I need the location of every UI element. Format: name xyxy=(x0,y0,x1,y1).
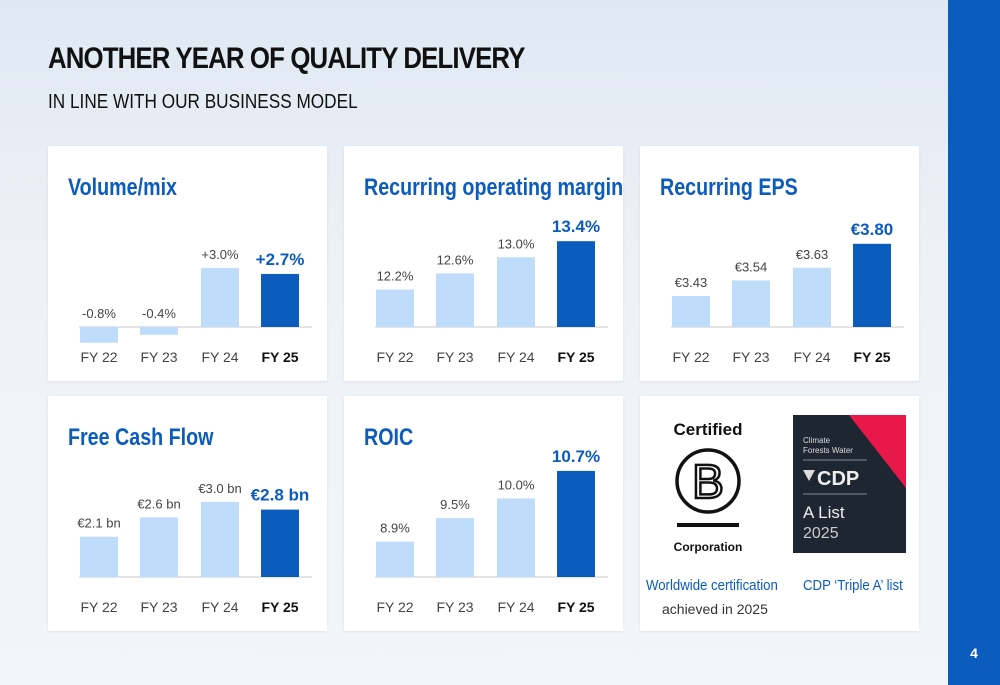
cdp-badge: Climate Forests Water CDP A List 2025 xyxy=(793,415,906,553)
cdp-brand: CDP xyxy=(817,468,859,490)
bar-fy24 xyxy=(497,498,535,577)
bar-fy25 xyxy=(557,241,595,327)
chart-card-volume-mix: Volume/mix -0.8% FY 22 -0.4% FY 23 +3.0% FY 24… xyxy=(48,146,327,381)
x-tick-label: FY 24 xyxy=(793,349,830,365)
chart-svg: 8.9% FY 22 9.5% FY 23 10.0% FY 24 10.7% FY 25 xyxy=(375,447,608,615)
data-label: €2.8 bn xyxy=(251,486,310,505)
x-tick-label: FY 22 xyxy=(80,349,117,365)
x-tick-label: FY 24 xyxy=(201,349,238,365)
bar-fy22 xyxy=(376,289,414,327)
x-tick-label: FY 25 xyxy=(261,599,298,615)
x-tick-label: FY 23 xyxy=(140,349,177,365)
bar-fy23 xyxy=(140,517,178,577)
chart-title: Volume/mix xyxy=(68,174,178,201)
data-label: 8.9% xyxy=(380,521,410,536)
x-tick-label: FY 22 xyxy=(672,349,709,365)
data-label: 10.7% xyxy=(552,447,600,466)
bcorp-b-letter: B xyxy=(692,456,724,509)
chart-card-roic: ROIC 8.9% FY 22 9.5% FY 23 10.0% FY 24 10.7% FY … xyxy=(344,396,623,631)
data-label: 13.4% xyxy=(552,217,600,236)
x-tick-label: FY 24 xyxy=(497,599,534,615)
bcorp-logo: Certified B Corporation xyxy=(674,420,743,554)
x-tick-label: FY 25 xyxy=(853,349,890,365)
x-tick-label: FY 24 xyxy=(497,349,534,365)
data-label: 9.5% xyxy=(440,497,470,512)
bar-fy25 xyxy=(261,273,299,327)
chart-card-eps: Recurring EPS €3.43 FY 22 €3.54 FY 23 €3.63 FY… xyxy=(640,146,919,381)
cdp-line1: Climate xyxy=(803,436,831,445)
bar-fy24 xyxy=(497,257,535,327)
bcorp-subcaption: achieved in 2025 xyxy=(662,601,768,617)
page-number: 4 xyxy=(970,645,978,661)
chart-title: Recurring EPS xyxy=(660,174,798,201)
data-label: €3.0 bn xyxy=(198,481,241,496)
bcorp-certified-text: Certified xyxy=(674,420,743,439)
bcorp-corporation-text: Corporation xyxy=(674,540,743,554)
page-subtitle: IN LINE WITH OUR BUSINESS MODEL xyxy=(48,91,358,113)
bar-fy24 xyxy=(201,501,239,577)
data-label: 10.0% xyxy=(498,477,535,492)
x-tick-label: FY 25 xyxy=(557,599,594,615)
bar-fy22 xyxy=(672,295,710,327)
x-tick-label: FY 22 xyxy=(376,349,413,365)
data-label: €3.63 xyxy=(796,247,829,262)
data-label: €3.80 xyxy=(851,220,894,239)
cdp-line2: Forests Water xyxy=(803,446,853,455)
bar-fy23 xyxy=(436,273,474,327)
chart-title: ROIC xyxy=(364,424,414,451)
x-tick-label: FY 24 xyxy=(201,599,238,615)
data-label: +2.7% xyxy=(256,250,305,269)
data-label: €2.6 bn xyxy=(137,496,180,511)
data-label: 13.0% xyxy=(498,236,535,251)
chart-svg: 12.2% FY 22 12.6% FY 23 13.0% FY 24 13.4% FY 25 xyxy=(375,217,608,365)
cdp-leaf-icon xyxy=(803,470,815,481)
data-label: -0.8% xyxy=(82,306,116,321)
bar-fy23 xyxy=(732,280,770,327)
chart-svg: €3.43 FY 22 €3.54 FY 23 €3.63 FY 24 €3.80 FY 25 xyxy=(671,220,904,365)
data-label: €3.54 xyxy=(735,259,768,274)
chart-card-operating-margin: Recurring operating margin 12.2% FY 22 12.6… xyxy=(344,146,623,381)
x-tick-label: FY 23 xyxy=(436,349,473,365)
x-tick-label: FY 25 xyxy=(557,349,594,365)
page-title: ANOTHER YEAR OF QUALITY DELIVERY xyxy=(48,42,525,75)
bar-fy22 xyxy=(376,541,414,577)
data-label: -0.4% xyxy=(142,306,176,321)
chart-card-free-cash-flow: Free Cash Flow €2.1 bn FY 22 €2.6 bn FY 23 €3… xyxy=(48,396,327,631)
bar-fy23 xyxy=(140,327,178,335)
data-label: €2.1 bn xyxy=(77,516,120,531)
bar-fy25 xyxy=(261,509,299,577)
bar-fy23 xyxy=(436,518,474,577)
x-tick-label: FY 25 xyxy=(261,349,298,365)
bar-fy22 xyxy=(80,536,118,577)
x-tick-label: FY 23 xyxy=(732,349,769,365)
x-tick-label: FY 23 xyxy=(140,599,177,615)
chart-title: Free Cash Flow xyxy=(68,424,214,451)
cdp-year: 2025 xyxy=(803,525,839,542)
data-label: 12.2% xyxy=(377,269,414,284)
x-tick-label: FY 22 xyxy=(376,599,413,615)
bcorp-caption: Worldwide certification xyxy=(646,577,778,594)
bar-fy24 xyxy=(793,267,831,327)
cdp-caption: CDP ‘Triple A’ list xyxy=(803,577,903,594)
chart-svg: -0.8% FY 22 -0.4% FY 23 +3.0% FY 24 +2.7% FY 25 xyxy=(79,247,312,365)
certifications-card: Certified B Corporation Worldwide certif… xyxy=(640,396,919,631)
x-tick-label: FY 23 xyxy=(436,599,473,615)
bar-fy25 xyxy=(853,243,891,327)
chart-svg: €2.1 bn FY 22 €2.6 bn FY 23 €3.0 bn FY 24 €2.8… xyxy=(77,481,312,615)
bar-fy25 xyxy=(557,470,595,577)
x-tick-label: FY 22 xyxy=(80,599,117,615)
data-label: 12.6% xyxy=(437,252,474,267)
data-label: €3.43 xyxy=(675,275,708,290)
cdp-a-list: A List xyxy=(803,503,845,522)
side-strip xyxy=(948,0,1000,685)
bar-fy22 xyxy=(80,327,118,343)
bar-fy24 xyxy=(201,268,239,327)
chart-title: Recurring operating margin xyxy=(364,174,624,201)
data-label: +3.0% xyxy=(201,247,239,262)
